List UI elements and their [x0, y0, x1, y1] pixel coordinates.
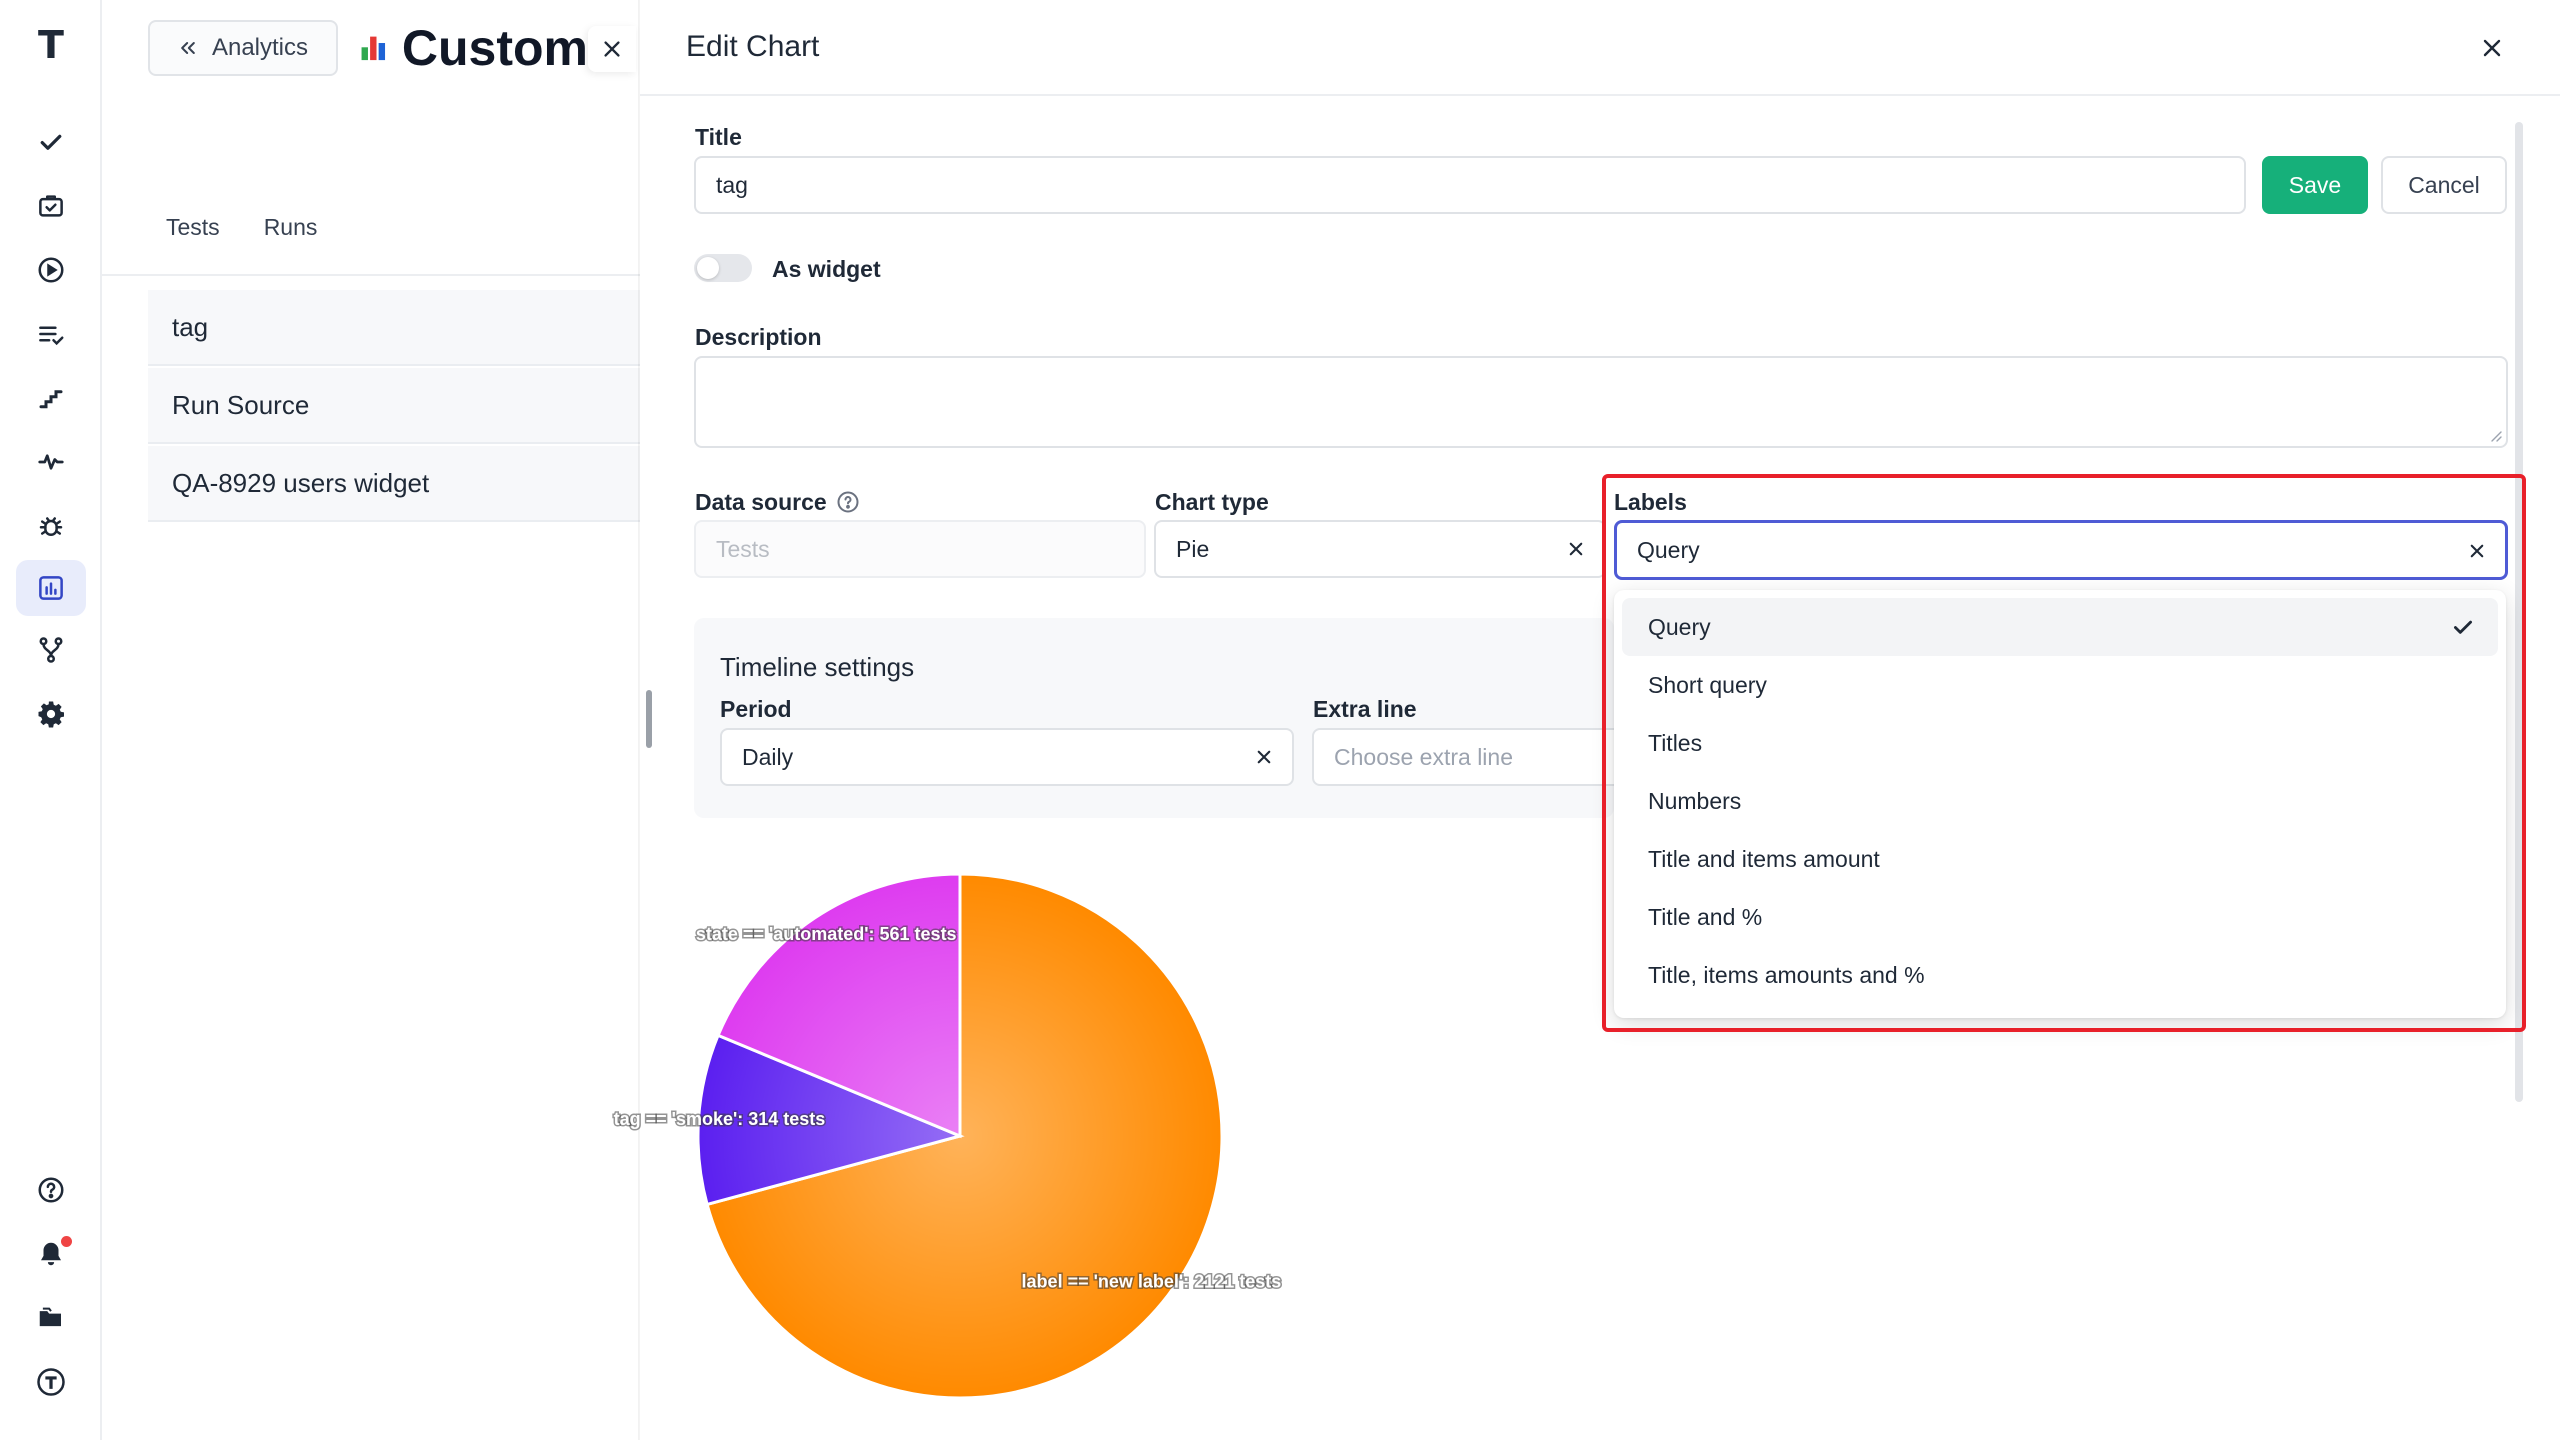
page-title: Custom — [358, 14, 588, 82]
menu-item-title-items-amounts-and-percent[interactable]: Title, items amounts and % — [1622, 946, 2498, 1004]
clear-icon[interactable] — [1562, 535, 1590, 563]
pie-slice-sheen — [707, 874, 1222, 1398]
pie-slice-label: state == 'automated': 561 tests — [696, 924, 957, 944]
tab-runs[interactable]: Runs — [263, 214, 318, 240]
divider — [102, 274, 642, 276]
menu-item-label: Title and % — [1648, 903, 1763, 930]
menu-item-label: Title and items amount — [1648, 845, 1880, 872]
labels-dropdown-menu: Query Short query Titles Numbers Title a… — [1614, 590, 2506, 1018]
period-select[interactable]: Daily — [720, 728, 1294, 786]
as-widget-toggle[interactable] — [694, 254, 752, 282]
extra-line-placeholder: Choose extra line — [1334, 743, 1513, 770]
menu-item-titles[interactable]: Titles — [1622, 714, 2498, 772]
menu-item-title-and-items-amount[interactable]: Title and items amount — [1622, 830, 2498, 888]
pie-slice-label: label == 'new label': 2121 tests — [1022, 1271, 1282, 1291]
play-icon[interactable] — [16, 242, 86, 298]
toggle-knob — [697, 257, 719, 279]
menu-item-label: Title, items amounts and % — [1648, 961, 1925, 988]
branches-icon[interactable] — [16, 622, 86, 678]
menu-item-label: Numbers — [1648, 787, 1742, 814]
menu-item-short-query[interactable]: Short query — [1622, 656, 2498, 714]
period-label: Period — [720, 696, 792, 722]
chart-type-value: Pie — [1176, 535, 1210, 562]
description-textarea[interactable] — [694, 356, 2508, 448]
folders-icon[interactable] — [16, 1290, 86, 1346]
pie-slice-sheen — [698, 1035, 960, 1205]
menu-item-label: Short query — [1648, 671, 1767, 698]
menu-item-label: Titles — [1648, 729, 1703, 756]
labels-value: Query — [1637, 536, 1700, 563]
description-label: Description — [695, 324, 822, 350]
chart-type-label: Chart type — [1155, 489, 1269, 515]
cancel-button[interactable]: Cancel — [2381, 156, 2507, 214]
drawer-resize-handle[interactable] — [646, 690, 652, 748]
menu-item-query[interactable]: Query — [1622, 598, 2498, 656]
page-title-text: Custom — [401, 20, 588, 76]
menu-item-title-and-percent[interactable]: Title and % — [1622, 888, 2498, 946]
labels-select[interactable]: Query — [1614, 520, 2508, 580]
double-chevron-left-icon — [181, 42, 195, 54]
notification-dot — [61, 1236, 72, 1247]
back-to-analytics-button[interactable]: Analytics — [148, 20, 338, 76]
title-label: Title — [695, 124, 742, 150]
test-suite-icon[interactable] — [16, 178, 86, 234]
steps-icon[interactable] — [16, 370, 86, 426]
period-value: Daily — [742, 743, 794, 770]
help-circle-icon[interactable] — [836, 490, 860, 514]
drawer-scrollbar[interactable] — [2515, 122, 2523, 1102]
extra-line-select[interactable]: Choose extra line — [1312, 728, 1632, 786]
data-source-placeholder: Tests — [716, 535, 770, 562]
list-item[interactable]: Run Source — [148, 368, 642, 444]
back-button-label: Analytics — [211, 34, 309, 61]
help-icon[interactable] — [16, 1162, 86, 1218]
icon-rail: T — [0, 0, 102, 1440]
app-logo[interactable]: T — [38, 23, 64, 67]
data-source-select: Tests — [694, 520, 1146, 578]
clear-icon[interactable] — [2463, 537, 2491, 565]
pie-slice-sheen — [718, 874, 960, 1136]
checkmark-icon[interactable] — [16, 114, 86, 170]
plans-icon[interactable] — [16, 306, 86, 362]
notifications-bell-icon[interactable] — [16, 1226, 86, 1282]
page-tabs: Tests Runs — [166, 214, 317, 241]
pie-chart-svg: label == 'new label': 2121 tests tag == '… — [612, 872, 1283, 1400]
drawer-title: Edit Chart — [686, 30, 820, 63]
analytics-icon[interactable] — [16, 560, 86, 616]
tab-tests[interactable]: Tests — [166, 214, 220, 240]
title-input[interactable]: tag — [694, 156, 2246, 214]
timeline-settings-panel: Timeline settings Period Daily Extra lin… — [694, 618, 1632, 818]
list-item[interactable]: QA-8929 users widget — [148, 446, 642, 522]
drawer-header: Edit Chart — [640, 0, 2560, 96]
chart-list: tag Run Source QA-8929 users widget — [148, 290, 642, 524]
labels-label: Labels — [1614, 489, 1687, 515]
menu-item-numbers[interactable]: Numbers — [1622, 772, 2498, 830]
timeline-settings-title: Timeline settings — [720, 652, 915, 682]
clear-icon[interactable] — [1250, 743, 1278, 771]
resize-handle-icon[interactable] — [2488, 428, 2502, 442]
chart-type-select[interactable]: Pie — [1154, 520, 1606, 578]
as-widget-label: As widget — [772, 256, 881, 282]
save-button[interactable]: Save — [2262, 156, 2368, 214]
data-source-label: Data source — [695, 489, 827, 515]
menu-item-label: Query — [1648, 613, 1711, 640]
close-drawer-icon[interactable] — [2470, 26, 2514, 70]
extra-line-label: Extra line — [1313, 696, 1417, 722]
settings-gear-icon[interactable] — [16, 686, 86, 742]
check-icon — [2454, 620, 2472, 634]
bug-icon[interactable] — [16, 498, 86, 554]
pie-slice-label: tag == 'smoke': 314 tests — [614, 1109, 826, 1129]
list-item[interactable]: tag — [148, 290, 642, 366]
pulse-icon[interactable] — [16, 434, 86, 490]
profile-logo-icon[interactable] — [16, 1354, 86, 1410]
close-icon[interactable] — [588, 26, 636, 72]
pie-chart: label == 'new label': 2121 tests tag == '… — [612, 820, 1940, 1440]
bar-chart-emoji-icon — [358, 33, 388, 63]
title-input-value: tag — [716, 171, 748, 198]
